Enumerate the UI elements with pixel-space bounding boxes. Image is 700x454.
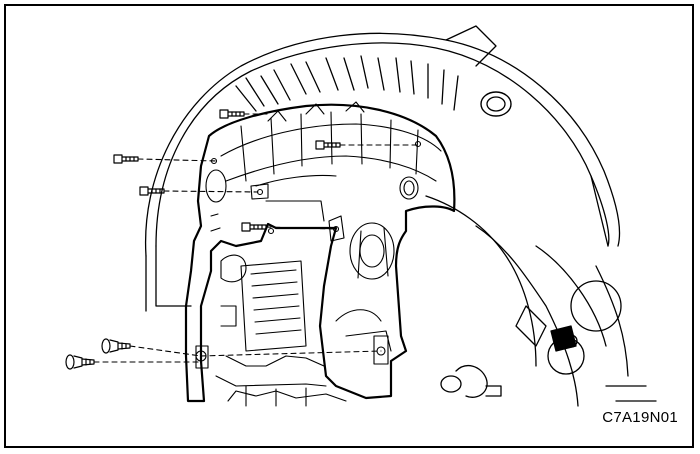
fastener-bolt-1 xyxy=(219,109,269,119)
fender-body xyxy=(144,25,657,407)
fastener-bolt-5 xyxy=(241,222,337,232)
figure-code: C7A19N01 xyxy=(602,409,678,426)
fastener-bolt-2 xyxy=(113,154,217,164)
fender-liner-details xyxy=(195,101,442,407)
fender-liner-diagram xyxy=(65,25,657,407)
fastener-clip-2 xyxy=(65,354,202,370)
diagram-frame: C7A19N01 xyxy=(4,4,694,448)
fastener-bolt-3 xyxy=(139,186,259,196)
fastener-bolt-4 xyxy=(315,140,419,150)
fastener-clip-1 xyxy=(101,338,382,357)
